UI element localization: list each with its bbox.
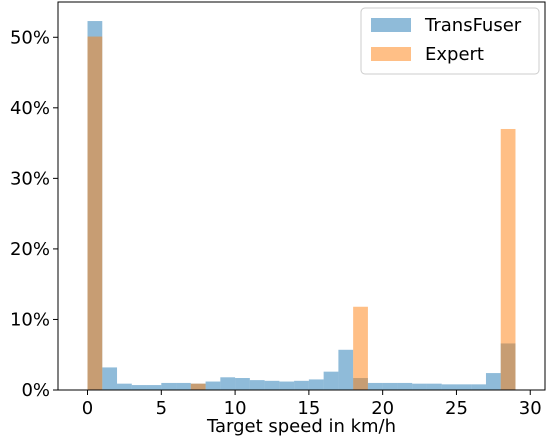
- x-tick-label: 5: [156, 398, 167, 419]
- transfuser-bar: [220, 377, 236, 390]
- x-tick-label: 25: [445, 398, 468, 419]
- x-tick-label: 15: [297, 398, 320, 419]
- x-tick-label: 20: [371, 398, 394, 419]
- transfuser-bar: [176, 382, 191, 390]
- transfuser-bar: [441, 384, 457, 390]
- y-tick-label: 50%: [10, 27, 50, 48]
- expert-bar: [353, 306, 368, 390]
- transfuser-bar: [146, 385, 162, 390]
- transfuser-legend-swatch: [371, 18, 411, 32]
- x-tick-label: 0: [82, 398, 93, 419]
- transfuser-bar: [205, 381, 221, 390]
- expert-bar: [190, 383, 206, 390]
- transfuser-bar: [102, 367, 118, 390]
- x-tick-label: 30: [519, 398, 542, 419]
- transfuser-bar: [117, 383, 132, 390]
- axes-layer: 0 5 10 15 20 25 30 0% 10% 20% 30% 40% 50%: [10, 1, 546, 419]
- transfuser-bar: [367, 382, 383, 390]
- y-tick-label: 30%: [10, 168, 50, 189]
- bars-layer: [87, 21, 516, 391]
- transfuser-bar: [338, 349, 354, 390]
- expert-bar: [87, 36, 103, 391]
- y-tick-label: 10%: [10, 309, 50, 330]
- transfuser-bar: [235, 378, 250, 390]
- expert-bar: [500, 128, 516, 390]
- legend: TransFuser Expert: [360, 7, 540, 75]
- x-axis-label: Target speed in km/h: [206, 416, 396, 437]
- transfuser-bar: [382, 382, 398, 390]
- transfuser-bar: [412, 383, 427, 390]
- transfuser-bar: [264, 380, 280, 390]
- transfuser-bar: [397, 382, 413, 390]
- transfuser-bar: [161, 382, 177, 390]
- transfuser-bar: [249, 380, 265, 390]
- transfuser-bar: [471, 384, 486, 390]
- x-tick-label: 10: [224, 398, 247, 419]
- transfuser-bar: [323, 371, 339, 390]
- transfuser-bar: [426, 383, 442, 390]
- y-tick-label: 20%: [10, 239, 50, 260]
- y-tick-label: 40%: [10, 98, 50, 119]
- transfuser-bar: [131, 385, 147, 390]
- transfuser-bar: [456, 384, 472, 390]
- transfuser-bar: [279, 381, 295, 390]
- transfuser-bar: [485, 373, 501, 390]
- expert-legend-label: Expert: [425, 44, 484, 65]
- transfuser-legend-label: TransFuser: [424, 15, 522, 36]
- transfuser-bar: [294, 380, 309, 390]
- transfuser-bar: [308, 379, 324, 390]
- expert-legend-swatch: [371, 47, 411, 61]
- y-tick-label: 0%: [21, 380, 50, 401]
- plot-frame: [57, 1, 546, 391]
